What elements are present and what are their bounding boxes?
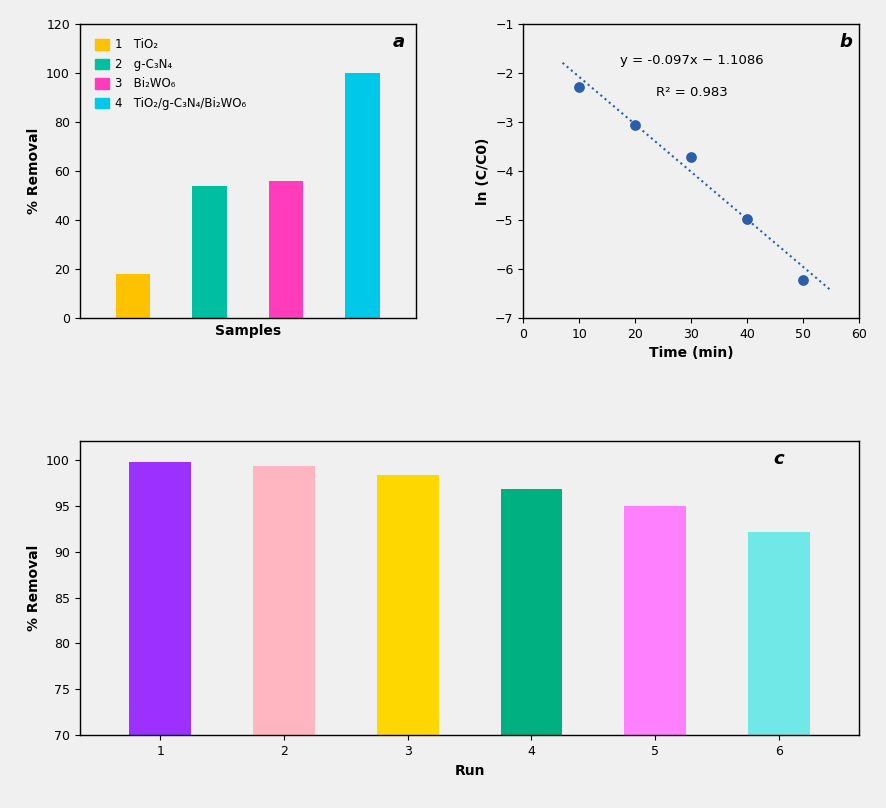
Point [741,213,755,225]
Point [684,151,698,164]
Text: b: b [839,33,852,51]
Point [797,273,811,286]
Bar [748,532,810,808]
Y-axis label: % Removal: % Removal [27,545,41,632]
Y-axis label: % Removal: % Removal [27,128,41,214]
Text: a: a [392,33,404,51]
Point [628,118,642,131]
Bar [129,461,191,808]
X-axis label: Run: Run [455,764,485,777]
Bar [501,489,563,808]
Bar [116,274,151,318]
Y-axis label: ln (C/C0): ln (C/C0) [476,137,490,205]
Text: R² = 0.983: R² = 0.983 [656,86,727,99]
X-axis label: Samples: Samples [214,324,281,338]
Bar [625,506,686,808]
Bar [253,466,315,808]
Point [572,81,587,94]
Bar [346,74,379,318]
Text: y = -0.097x − 1.1086: y = -0.097x − 1.1086 [619,53,763,66]
Bar [192,186,227,318]
Bar [268,181,303,318]
X-axis label: Time (min): Time (min) [649,347,734,360]
Bar [377,475,439,808]
Text: c: c [773,450,784,469]
Legend: 1   TiO₂, 2   g-C₃N₄, 3   Bi₂WO₆, 4   TiO₂/g-C₃N₄/Bi₂WO₆: 1 TiO₂, 2 g-C₃N₄, 3 Bi₂WO₆, 4 TiO₂/g-C₃N… [92,36,248,112]
